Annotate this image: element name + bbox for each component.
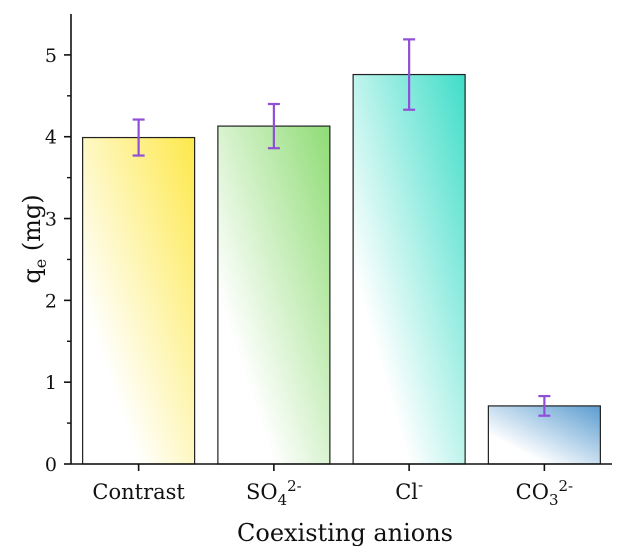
x-axis-title: Coexisting anions <box>237 519 453 546</box>
y-axis-title-sub: e <box>31 259 50 268</box>
x-tick-label-main: CO <box>516 480 549 504</box>
x-tick-label-main: Cl <box>395 480 418 504</box>
error-bars <box>132 38 551 417</box>
y-tick-label: 5 <box>45 45 57 67</box>
x-tick-label: SO42- <box>246 477 302 509</box>
y-tick-label: 0 <box>45 454 57 476</box>
x-tick-label: CO32- <box>516 477 573 509</box>
axes <box>70 14 612 465</box>
x-tick-label: Contrast <box>92 480 185 504</box>
y-axis-title-rest: (mg) <box>18 194 46 258</box>
x-tick-labels: Contrast SO42- Cl- CO32- <box>92 464 573 509</box>
x-tick-label-sub: 4 <box>278 491 288 509</box>
x-tick-label-sup: - <box>418 476 423 494</box>
x-tick-label-main: Contrast <box>92 480 185 504</box>
y-ticks: 0 1 2 3 4 5 <box>45 45 71 476</box>
x-tick-label-sub: 3 <box>549 491 559 509</box>
y-axis-title-main: q <box>18 268 46 283</box>
bar-3 <box>352 73 466 465</box>
x-tick-label: Cl- <box>395 476 423 504</box>
bar-1 <box>82 136 196 465</box>
y-tick-label: 3 <box>45 209 57 231</box>
bar-2 <box>217 125 331 465</box>
y-tick-label: 2 <box>45 290 57 312</box>
x-tick-label-sup: 2- <box>287 477 302 495</box>
y-axis-title: qe (mg) <box>18 194 50 283</box>
x-tick-label-main: SO <box>246 480 278 504</box>
x-tick-label-sup: 2- <box>558 477 573 495</box>
bars <box>82 73 601 465</box>
y-tick-label: 1 <box>45 372 57 394</box>
y-tick-label: 4 <box>45 127 57 149</box>
